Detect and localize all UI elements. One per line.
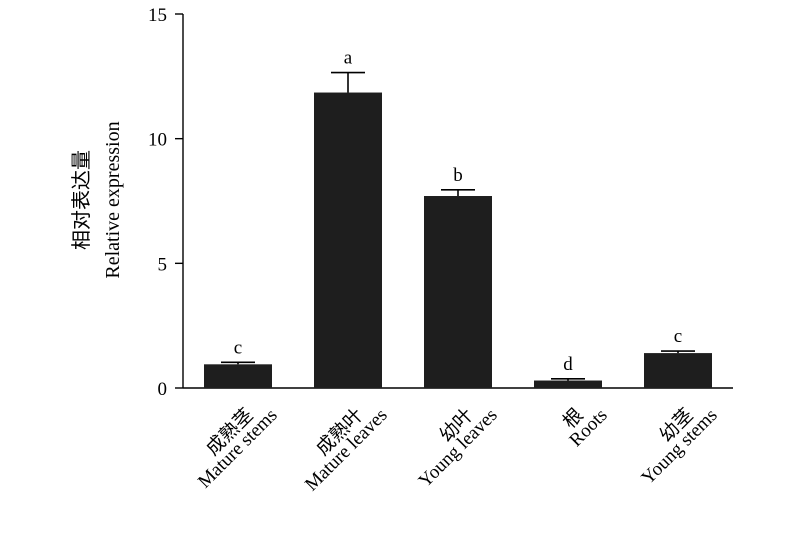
significance-label: b	[453, 165, 463, 186]
y-tick-label: 0	[158, 379, 168, 400]
y-tick-label: 10	[148, 130, 167, 151]
bar	[534, 380, 602, 388]
significance-label: d	[563, 354, 573, 375]
bar	[204, 364, 272, 388]
significance-label: c	[674, 326, 682, 347]
y-axis: 0 5 10 15	[148, 5, 184, 400]
y-axis-title: 相对表达量 Relative expression	[70, 121, 124, 278]
bar	[314, 92, 382, 388]
bar	[424, 196, 492, 388]
y-tick-label: 15	[148, 5, 167, 26]
significance-label: c	[234, 337, 242, 358]
bar	[644, 353, 712, 388]
y-tick-label: 5	[158, 254, 168, 275]
y-axis-title-en: Relative expression	[102, 121, 124, 278]
significance-label: a	[344, 48, 353, 69]
bars: c a b d c	[204, 48, 712, 388]
y-axis-title-zh: 相对表达量	[70, 150, 93, 250]
